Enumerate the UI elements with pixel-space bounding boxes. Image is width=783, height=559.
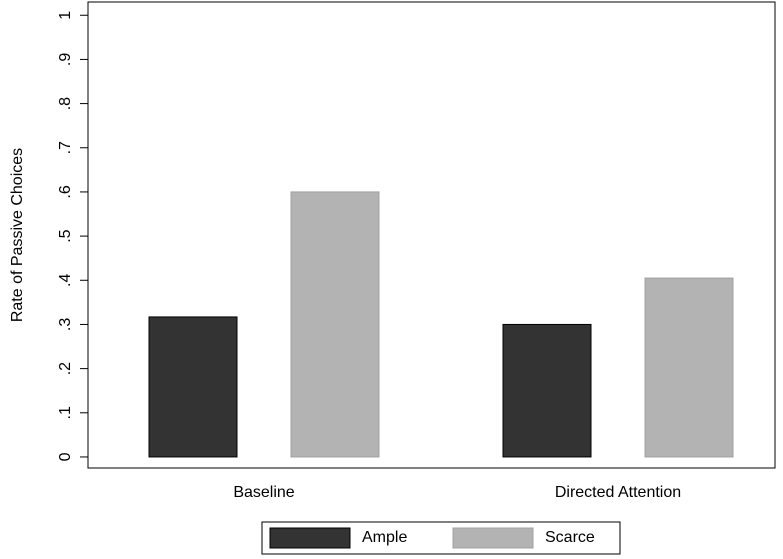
legend-swatch (452, 527, 534, 549)
y-tick-label: .4 (57, 274, 74, 287)
y-tick-label: .8 (57, 97, 74, 110)
bar (290, 191, 380, 458)
legend-swatch (269, 527, 351, 549)
y-tick-label: .9 (57, 53, 74, 66)
bar (148, 316, 238, 458)
y-tick-label: .1 (57, 406, 74, 419)
plot-frame (87, 1, 776, 469)
y-tick-label: .5 (57, 229, 74, 242)
y-axis-title: Rate of Passive Choices (9, 148, 26, 322)
y-tick-label: 1 (57, 11, 74, 20)
y-tick-label: .3 (57, 318, 74, 331)
y-tick-label: .2 (57, 362, 74, 375)
bar (502, 323, 592, 458)
y-tick-label: .7 (57, 141, 74, 154)
y-tick-label: 0 (57, 452, 74, 461)
x-tick-label: Directed Attention (555, 484, 681, 501)
legend-box (261, 521, 621, 555)
bar (644, 277, 734, 458)
y-tick-label: .6 (57, 185, 74, 198)
x-tick-label: Baseline (233, 484, 294, 501)
legend-label: Scarce (545, 529, 595, 546)
legend-label: Ample (362, 529, 407, 546)
